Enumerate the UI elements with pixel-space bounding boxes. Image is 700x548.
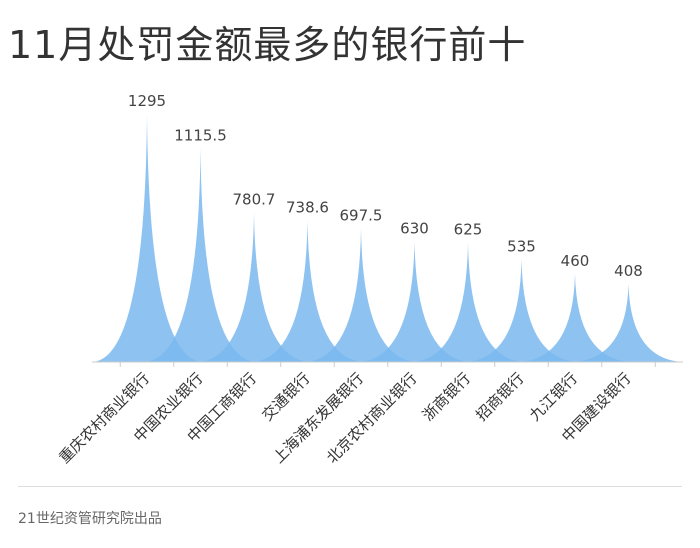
value-labels: 1295 1115.5 780.7 738.6 697.5 630 625 535 460 408 [128,92,643,280]
x-label-6: 北京农村商业银行 [323,369,421,467]
spike-9 [519,273,631,362]
value-label-7: 625 [454,220,483,238]
spike-4 [251,220,364,362]
spike-8 [465,259,578,362]
value-label-3: 780.7 [233,190,276,208]
value-label-8: 535 [507,238,536,256]
x-axis-ticks [119,362,656,367]
spike-5 [305,228,417,362]
value-label-10: 408 [614,262,643,280]
spike-10 [572,283,683,362]
spike-7 [412,242,524,362]
value-label-6: 630 [400,219,429,237]
source-credit: 21世纪资管研究院出品 [18,511,162,527]
value-label-9: 460 [561,252,590,270]
x-label-7: 浙商银行 [419,369,474,424]
value-label-4: 738.6 [286,199,329,217]
spike-6 [358,241,471,362]
x-label-5: 上海浦东发展银行 [269,369,367,467]
spike-2 [144,148,257,362]
x-label-4: 交通银行 [258,369,313,424]
value-label-2: 1115.5 [174,126,227,144]
x-label-9: 九江银行 [526,369,581,424]
page-title: 11月处罚金额最多的银行前十 [8,23,527,67]
spike-1 [92,114,203,362]
x-label-1: 重庆农村商业银行 [55,369,153,467]
spike-series [92,114,683,362]
footer-divider [18,486,682,487]
spike-3 [198,212,310,362]
x-axis-labels: 重庆农村商业银行中国农业银行中国工商银行交通银行上海浦东发展银行北京农村商业银行… [55,369,634,467]
x-label-8: 招商银行 [472,369,527,424]
value-label-5: 697.5 [340,206,383,224]
value-label-1: 1295 [128,92,166,110]
